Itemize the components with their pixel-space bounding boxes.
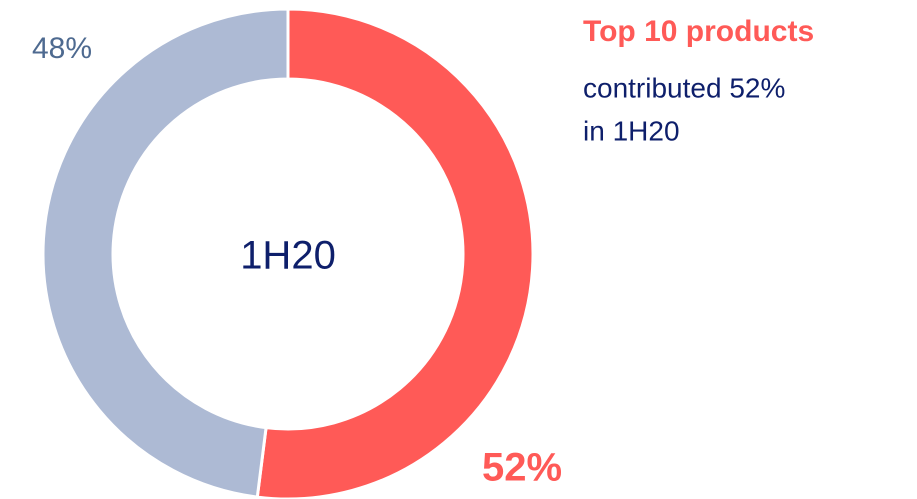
annotation-title: Top 10 products: [583, 15, 814, 48]
annotation-line: in 1H20: [583, 115, 680, 146]
annotation-line: contributed 52%: [583, 72, 785, 103]
donut-slice: [41, 7, 290, 499]
value-label: 52%: [482, 446, 562, 490]
center-label: 1H20: [240, 234, 336, 278]
value-label: 48%: [32, 32, 92, 65]
